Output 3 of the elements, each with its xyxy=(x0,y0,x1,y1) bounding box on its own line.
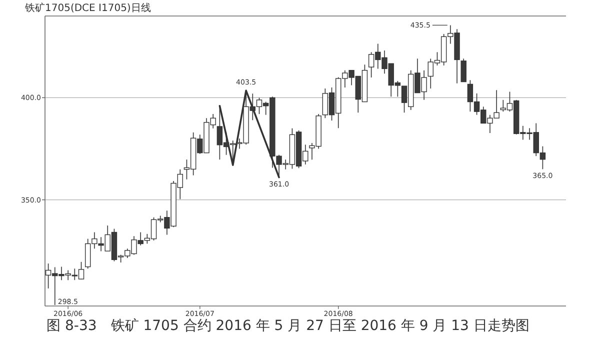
candlestick xyxy=(460,58,466,82)
caption: 图 8-33 铁矿 1705 合约 2016 年 5 月 27 日至 2016 年 9 月 13 日走势图 xyxy=(46,318,530,334)
chart-title: 铁矿1705(DCE I1705)日线 xyxy=(24,2,151,14)
